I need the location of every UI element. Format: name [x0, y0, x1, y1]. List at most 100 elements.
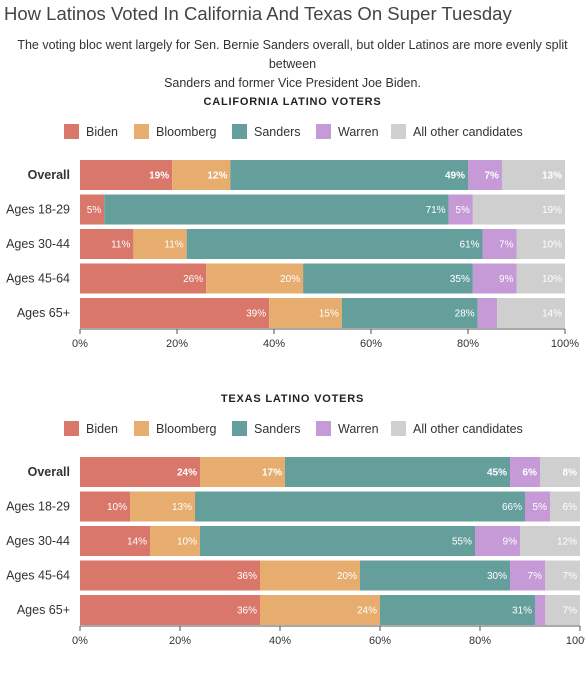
california-bar-ages-30-44-warren [482, 229, 517, 259]
california-bar-ages-65-warren [477, 298, 498, 328]
texas-bar-ages-65-biden [80, 595, 260, 625]
texas-bar-ages-65-warren [535, 595, 545, 625]
california-row-label-ages-30-44: Ages 30-44 [6, 237, 70, 251]
texas-legend-label-bloomberg: Bloomberg [156, 422, 216, 436]
texas-data-label-ages-65-biden: 36% [237, 606, 257, 617]
california-bar-ages-45-64-sanders [303, 263, 473, 294]
california-data-label-ages-18-29-biden: 5% [87, 205, 102, 216]
california-bar-overall-all-other-candidates [501, 160, 565, 190]
texas-x-tick-label-0: 0% [72, 635, 88, 647]
california-x-tick-label-2: 40% [263, 338, 285, 350]
california-bar-ages-18-29-sanders [104, 194, 449, 225]
texas-section-title: TEXAS LATINO VOTERS [221, 393, 364, 405]
texas-data-label-ages-45-64-warren: 7% [528, 571, 543, 582]
california-data-label-ages-45-64-biden: 26% [183, 274, 203, 285]
texas-bar-overall-bloomberg [200, 457, 285, 487]
texas-legend-label-all-other-candidates: All other candidates [413, 422, 523, 436]
texas-data-label-ages-18-29-all-other-candidates: 6% [563, 502, 578, 513]
california-bar-ages-45-64-warren [472, 263, 517, 294]
california-data-label-overall-bloomberg: 12% [207, 171, 227, 182]
california-bar-overall-sanders [230, 160, 468, 190]
california-x-tick-label-3: 60% [360, 338, 382, 350]
texas-bar-ages-45-64-bloomberg [260, 560, 360, 591]
california-data-label-ages-30-44-biden: 11% [111, 240, 130, 251]
texas-bar-ages-65-all-other-candidates [545, 595, 580, 625]
texas-bar-ages-18-29-all-other-candidates [550, 491, 580, 522]
texas-data-label-ages-65-bloomberg: 24% [357, 606, 377, 617]
california-bar-overall-warren [468, 160, 502, 190]
texas-data-label-overall-biden: 24% [177, 468, 197, 479]
texas-x-tick-label-5: 100% [566, 635, 585, 647]
california-bar-ages-30-44-bloomberg [133, 229, 187, 259]
california-section-title: CALIFORNIA LATINO VOTERS [203, 96, 381, 108]
texas-legend-swatch-warren [316, 421, 331, 436]
california-data-label-ages-18-29-warren: 5% [455, 205, 470, 216]
texas-data-label-ages-65-sanders: 31% [512, 606, 532, 617]
california-legend-swatch-all-other-candidates [391, 124, 406, 139]
texas-legend-swatch-bloomberg [134, 421, 149, 436]
california-row-label-ages-18-29: Ages 18-29 [6, 203, 70, 217]
texas-legend-label-warren: Warren [338, 422, 379, 436]
california-bar-ages-65-bloomberg [269, 298, 342, 328]
california-legend-label-bloomberg: Bloomberg [156, 125, 216, 139]
california-legend-label-sanders: Sanders [254, 125, 301, 139]
california-data-label-overall-biden: 19% [149, 171, 169, 182]
california-data-label-ages-45-64-all-other-candidates: 10% [542, 274, 562, 285]
california-bar-ages-18-29-warren [448, 194, 473, 225]
california-legend-label-biden: Biden [86, 125, 118, 139]
page-title: How Latinos Voted In California And Texa… [4, 3, 512, 24]
texas-data-label-ages-45-64-biden: 36% [237, 571, 257, 582]
texas-bar-ages-45-64-biden [80, 560, 260, 591]
california-bar-ages-18-29-biden [80, 194, 105, 225]
california-x-tick-label-5: 100% [551, 338, 579, 350]
california-data-label-ages-45-64-bloomberg: 20% [280, 274, 300, 285]
texas-bar-ages-45-64-all-other-candidates [545, 560, 580, 591]
california-legend-swatch-biden [64, 124, 79, 139]
california-data-label-ages-65-biden: 39% [246, 309, 266, 320]
california-data-label-ages-30-44-sanders: 61% [460, 240, 480, 251]
california-bar-overall-biden [80, 160, 173, 190]
california-data-label-ages-45-64-sanders: 35% [450, 274, 470, 285]
texas-bar-overall-biden [80, 457, 200, 487]
california-bar-ages-30-44-sanders [186, 229, 483, 259]
california-data-label-ages-65-all-other-candidates: 14% [542, 309, 562, 320]
texas-bar-ages-18-29-biden [80, 491, 130, 522]
texas-row-label-ages-30-44: Ages 30-44 [6, 534, 70, 548]
california-data-label-ages-30-44-bloomberg: 11% [164, 240, 183, 251]
california-data-label-overall-warren: 7% [484, 171, 499, 182]
texas-bar-ages-45-64-warren [510, 560, 545, 591]
texas-data-label-overall-sanders: 45% [487, 468, 507, 479]
texas-bar-overall-warren [510, 457, 540, 487]
california-bar-ages-65-sanders [341, 298, 478, 328]
texas-legend-swatch-all-other-candidates [391, 421, 406, 436]
california-x-tick-label-0: 0% [72, 338, 88, 350]
california-row-label-overall: Overall [28, 168, 70, 182]
california-bar-ages-45-64-biden [80, 263, 207, 294]
subtitle-line-2: Sanders and former Vice President Joe Bi… [164, 76, 421, 90]
texas-row-label-overall: Overall [28, 465, 70, 479]
texas-legend-swatch-sanders [232, 421, 247, 436]
california-legend-swatch-warren [316, 124, 331, 139]
texas-data-label-ages-45-64-sanders: 30% [487, 571, 507, 582]
texas-data-label-ages-45-64-bloomberg: 20% [337, 571, 357, 582]
texas-bar-ages-30-44-sanders [200, 526, 475, 556]
texas-data-label-ages-30-44-sanders: 55% [452, 537, 472, 548]
california-bar-ages-65-all-other-candidates [497, 298, 565, 328]
texas-bar-ages-30-44-biden [80, 526, 150, 556]
california-data-label-ages-65-bloomberg: 15% [319, 309, 339, 320]
texas-row-label-ages-65: Ages 65+ [17, 603, 70, 617]
california-legend-label-warren: Warren [338, 125, 379, 139]
california-data-label-ages-30-44-all-other-candidates: 10% [542, 240, 562, 251]
texas-bar-ages-18-29-warren [525, 491, 550, 522]
texas-bar-ages-18-29-bloomberg [130, 491, 195, 522]
california-legend-label-all-other-candidates: All other candidates [413, 125, 523, 139]
texas-bar-ages-30-44-warren [475, 526, 520, 556]
texas-row-label-ages-45-64: Ages 45-64 [6, 569, 70, 583]
california-row-label-ages-45-64: Ages 45-64 [6, 272, 70, 286]
texas-x-tick-label-1: 20% [169, 635, 191, 647]
california-data-label-overall-sanders: 49% [445, 171, 465, 182]
texas-data-label-ages-30-44-bloomberg: 10% [177, 537, 197, 548]
texas-legend-label-biden: Biden [86, 422, 118, 436]
page-subtitle: The voting bloc went largely for Sen. Be… [0, 36, 585, 93]
texas-data-label-ages-18-29-warren: 5% [533, 502, 548, 513]
